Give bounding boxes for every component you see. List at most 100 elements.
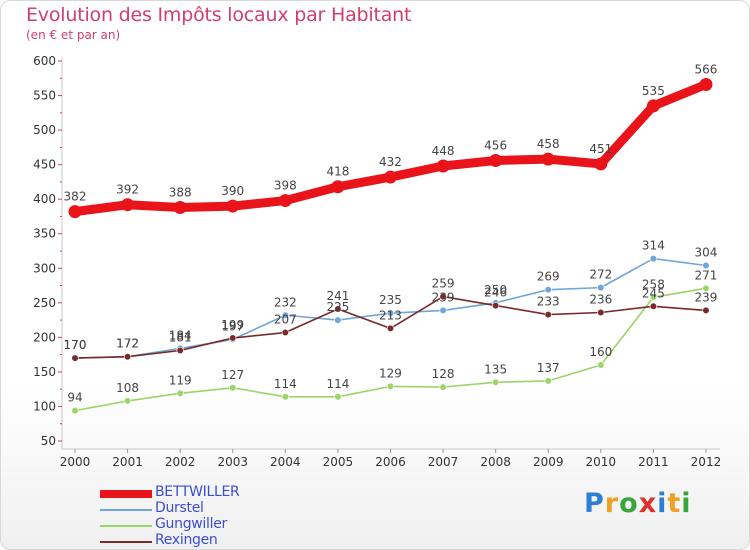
y-tick-label: 500 <box>33 123 56 137</box>
data-point <box>331 180 345 194</box>
data-label: 259 <box>432 277 455 291</box>
data-label: 170 <box>64 338 87 352</box>
y-tick-label: 350 <box>33 227 56 241</box>
chart-title: Evolution des Impôts locaux par Habitant <box>26 4 412 26</box>
y-tick-label: 450 <box>33 158 56 172</box>
data-label: 304 <box>695 246 718 260</box>
data-label: 314 <box>642 239 665 253</box>
legend-item-bettwiller: BETTWILLER <box>100 484 280 501</box>
legend-swatch <box>100 525 152 527</box>
y-tick-label: 50 <box>41 434 56 448</box>
data-label: 388 <box>169 185 192 199</box>
data-label: 239 <box>695 290 718 304</box>
data-label: 197 <box>221 319 244 333</box>
data-label: 172 <box>116 337 139 351</box>
data-point <box>176 346 184 355</box>
x-tick-label: 2006 <box>375 455 406 469</box>
data-label: 239 <box>432 290 455 304</box>
data-point <box>123 353 132 361</box>
logo-letter: x <box>638 488 658 519</box>
legend-item-durstel: Durstel <box>100 500 280 517</box>
data-point <box>121 198 135 212</box>
x-tick-label: 2001 <box>112 455 143 469</box>
data-label: 258 <box>642 277 665 291</box>
logo-letter: t <box>667 488 682 519</box>
data-label: 160 <box>589 345 612 359</box>
data-label: 181 <box>169 330 192 344</box>
data-point <box>334 305 342 313</box>
x-tick-label: 2010 <box>586 455 617 469</box>
data-label: 566 <box>695 62 718 76</box>
data-point <box>281 393 289 401</box>
legend-label: Gungwiller <box>155 516 227 532</box>
data-label: 241 <box>326 289 349 303</box>
legend-label: Durstel <box>155 500 204 516</box>
data-point <box>386 309 395 317</box>
x-tick-label: 2003 <box>217 455 248 469</box>
x-tick-label: 2008 <box>480 455 511 469</box>
data-label: 535 <box>642 84 665 98</box>
data-label: 128 <box>432 367 455 381</box>
data-point <box>649 302 657 310</box>
data-point <box>173 200 187 214</box>
data-label: 94 <box>67 391 82 405</box>
data-label: 432 <box>379 155 402 169</box>
data-label: 456 <box>484 138 507 152</box>
y-tick-label: 150 <box>33 365 56 379</box>
data-label: 137 <box>537 361 560 375</box>
data-label: 246 <box>484 286 507 300</box>
x-tick-label: 2007 <box>428 455 459 469</box>
logo-letter: i <box>681 488 692 519</box>
data-point <box>281 328 289 337</box>
data-point <box>492 301 500 310</box>
data-label: 418 <box>326 165 349 179</box>
chart-legend: BETTWILLER Durstel Gungwiller Rexingen <box>100 484 280 549</box>
data-point <box>386 324 395 332</box>
data-label: 392 <box>116 183 139 197</box>
logo-letter: i <box>657 488 668 519</box>
legend-item-gungwiller: Gungwiller <box>100 516 280 533</box>
data-label: 129 <box>379 366 402 380</box>
data-point <box>281 311 289 319</box>
y-tick-label: 200 <box>33 330 56 344</box>
data-point <box>702 306 710 315</box>
data-point <box>702 284 710 292</box>
legend-swatch <box>100 490 152 498</box>
data-label: 272 <box>589 268 612 282</box>
data-label: 451 <box>589 142 612 156</box>
data-point <box>492 378 500 386</box>
x-tick-label: 2005 <box>323 455 354 469</box>
legend-swatch <box>100 509 152 511</box>
data-point <box>594 157 608 171</box>
data-point <box>226 199 240 213</box>
legend-label: BETTWILLER <box>155 484 240 500</box>
data-point <box>597 308 605 317</box>
data-point <box>71 407 79 415</box>
data-point <box>597 361 605 369</box>
data-point <box>229 334 237 342</box>
x-tick-label: 2012 <box>691 455 722 469</box>
data-point <box>176 389 184 397</box>
data-point <box>649 255 657 263</box>
data-label: 207 <box>274 313 297 327</box>
data-label: 235 <box>379 293 402 307</box>
legend-item-rexingen: Rexingen <box>100 532 280 549</box>
data-label: 448 <box>432 144 455 158</box>
data-label: 119 <box>169 373 192 387</box>
legend-swatch <box>100 541 152 543</box>
y-tick-label: 250 <box>33 296 56 310</box>
data-point <box>541 152 555 166</box>
data-label: 236 <box>589 292 612 306</box>
data-label: 269 <box>537 270 560 284</box>
data-point <box>334 393 342 401</box>
data-point <box>702 261 710 270</box>
data-point <box>229 384 237 392</box>
data-point <box>597 284 605 292</box>
proxiti-logo: Proxiti <box>584 488 692 519</box>
data-point <box>699 77 713 91</box>
chart-subtitle: (en € et par an) <box>26 28 121 42</box>
y-tick-label: 300 <box>33 261 56 275</box>
data-label: 170 <box>64 338 87 352</box>
data-label: 114 <box>274 377 297 391</box>
logo-letter: P <box>584 488 605 519</box>
